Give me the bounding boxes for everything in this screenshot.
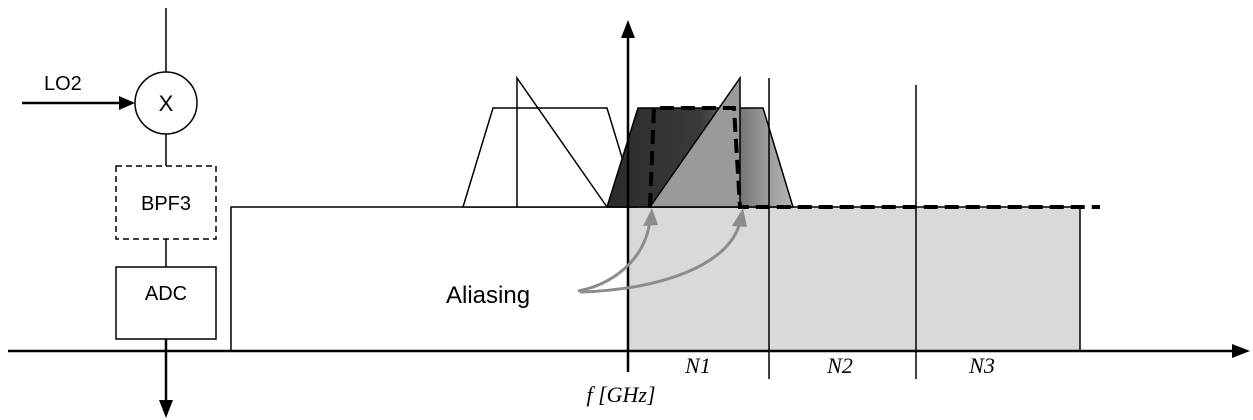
nyquist-zone-shading bbox=[627, 206, 1081, 352]
mixer-symbol: X bbox=[159, 91, 174, 116]
aliasing-arrow-1 bbox=[577, 219, 652, 293]
aliasing-label: Aliasing bbox=[446, 282, 530, 309]
aliasing-arrowhead-1 bbox=[643, 208, 658, 226]
vertical-axis-arrowhead bbox=[621, 20, 635, 38]
aliasing-arrow-2 bbox=[579, 221, 742, 294]
adc-label: ADC bbox=[145, 283, 187, 305]
aliasing-arrowhead-2 bbox=[732, 208, 747, 227]
outline-spectrum-trapezoid bbox=[461, 107, 639, 208]
zone-label-n2: N2 bbox=[826, 353, 853, 378]
zone-label-n1: N1 bbox=[684, 353, 711, 378]
baseband-spectrum-box bbox=[230, 206, 629, 352]
lo-label: LO2 bbox=[44, 73, 82, 95]
zone-label-n3: N3 bbox=[968, 353, 995, 378]
adc-output-arrowhead bbox=[159, 400, 173, 418]
bpf3-label: BPF3 bbox=[141, 193, 191, 215]
filter-response-dashed bbox=[648, 106, 1100, 209]
bpf3-box bbox=[115, 165, 217, 240]
adc-box bbox=[115, 266, 217, 340]
frequency-axis-arrowhead bbox=[1232, 344, 1250, 358]
aliased-spectrum-triangle bbox=[648, 75, 741, 208]
outline-spectrum-ramp bbox=[516, 75, 608, 208]
frequency-axis-label: f [GHz] bbox=[586, 382, 655, 407]
lo-arrowhead bbox=[119, 96, 135, 110]
